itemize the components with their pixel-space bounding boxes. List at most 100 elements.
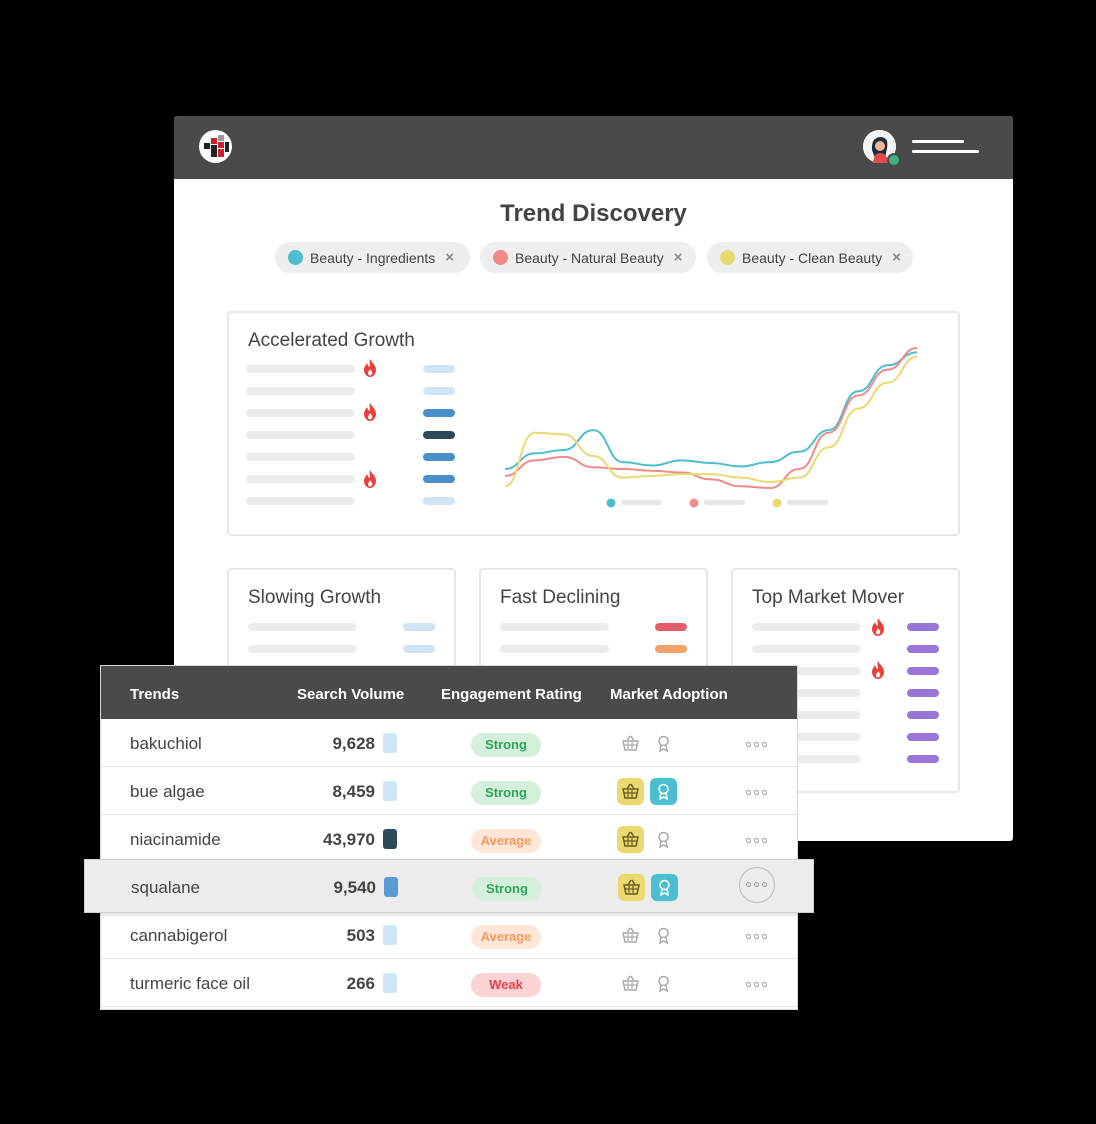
- more-dots-icon[interactable]: [746, 838, 768, 844]
- volume-indicator: [383, 733, 397, 753]
- search-volume-value: 9,628: [332, 734, 375, 753]
- legend-label-placeholder: [787, 500, 828, 505]
- placeholder-bar: [246, 365, 355, 373]
- close-icon[interactable]: ×: [445, 249, 455, 266]
- placeholder-bar: [246, 475, 355, 483]
- basket-icon[interactable]: [617, 826, 644, 853]
- more-dots-icon[interactable]: [746, 982, 768, 988]
- filter-color-dot: [288, 250, 303, 265]
- table-row[interactable]: turmeric face oil 266 Weak: [101, 959, 797, 1007]
- volume-indicator: [384, 877, 398, 897]
- placeholder-bar: [752, 645, 861, 653]
- trend-name[interactable]: niacinamide: [130, 830, 221, 849]
- indicator-bar: [423, 409, 455, 417]
- table-header: Trends Search Volume Engagement Rating M…: [101, 666, 797, 719]
- indicator-bar: [907, 623, 939, 631]
- legend-label-placeholder: [621, 500, 662, 505]
- series-line-0: [504, 351, 918, 470]
- award-icon[interactable]: [650, 826, 677, 853]
- trend-line-chart[interactable]: [501, 338, 931, 513]
- placeholder-bar: [248, 645, 357, 653]
- more-options-button[interactable]: [739, 867, 775, 903]
- flame-icon: [364, 359, 376, 377]
- placeholder-bar: [752, 755, 861, 763]
- basket-icon[interactable]: [617, 970, 644, 997]
- search-volume-value: 8,459: [332, 782, 375, 801]
- basket-icon[interactable]: [617, 730, 644, 757]
- basket-icon[interactable]: [617, 922, 644, 949]
- search-volume-value: 503: [346, 926, 375, 945]
- table-row[interactable]: bue algae 8,459 Strong: [101, 767, 797, 815]
- indicator-bar: [907, 689, 939, 697]
- trend-name[interactable]: bue algae: [130, 782, 205, 801]
- engagement-rating-badge: Strong: [471, 781, 541, 805]
- indicator-bar: [423, 365, 455, 373]
- online-status-dot: [887, 153, 901, 167]
- card-title: Fast Declining: [500, 587, 621, 608]
- indicator-bar: [423, 497, 455, 505]
- more-dots-icon[interactable]: [746, 742, 768, 748]
- placeholder-bar: [752, 711, 861, 719]
- table-row[interactable]: niacinamide 43,970 Average: [101, 815, 797, 863]
- placeholder-bar: [246, 431, 355, 439]
- table-row[interactable]: squalane 9,540 Strong: [84, 859, 814, 913]
- column-header-market-adoption[interactable]: Market Adoption: [610, 686, 728, 703]
- filter-chip-clean-beauty[interactable]: Beauty - Clean Beauty ×: [707, 242, 913, 273]
- indicator-bar: [423, 453, 455, 461]
- filter-chip-natural-beauty[interactable]: Beauty - Natural Beauty ×: [480, 242, 696, 273]
- filter-chip-ingredients[interactable]: Beauty - Ingredients ×: [275, 242, 470, 273]
- accelerated-growth-card[interactable]: Accelerated Growth: [227, 311, 960, 536]
- trend-name[interactable]: bakuchiol: [130, 734, 202, 753]
- filter-chip-label: Beauty - Ingredients: [310, 249, 436, 266]
- more-dots-icon[interactable]: [746, 790, 768, 796]
- close-icon[interactable]: ×: [673, 249, 683, 266]
- award-icon[interactable]: [650, 922, 677, 949]
- basket-icon[interactable]: [618, 874, 645, 901]
- trend-name[interactable]: cannabigerol: [130, 926, 228, 945]
- award-icon[interactable]: [651, 874, 678, 901]
- trends-table: Trends Search Volume Engagement Rating M…: [84, 665, 814, 1010]
- more-dots-icon: [746, 882, 768, 888]
- legend-label-placeholder: [704, 500, 745, 505]
- card-title: Slowing Growth: [248, 587, 382, 608]
- placeholder-bar: [248, 623, 357, 631]
- flame-icon: [364, 403, 376, 421]
- trend-name[interactable]: squalane: [131, 878, 201, 897]
- flame-icon: [364, 470, 376, 488]
- close-icon[interactable]: ×: [892, 249, 901, 266]
- user-avatar-icon[interactable]: [863, 130, 901, 167]
- search-volume-value: 43,970: [323, 830, 375, 849]
- indicator-bar: [907, 711, 939, 719]
- volume-indicator: [383, 973, 397, 993]
- engagement-rating-badge: Strong: [472, 877, 542, 901]
- basket-icon[interactable]: [617, 778, 644, 805]
- indicator-bar: [907, 667, 939, 675]
- table-row[interactable]: bakuchiol 9,628 Strong: [101, 719, 797, 767]
- column-header-trends[interactable]: Trends: [130, 686, 180, 703]
- engagement-rating-badge: Average: [471, 829, 541, 853]
- page-title: Trend Discovery: [500, 200, 687, 227]
- award-icon[interactable]: [650, 730, 677, 757]
- search-volume-value: 9,540: [333, 878, 376, 897]
- placeholder-bar: [246, 387, 355, 395]
- engagement-rating-badge: Average: [471, 925, 541, 949]
- engagement-rating-badge: Strong: [471, 733, 541, 757]
- column-header-engagement-rating[interactable]: Engagement Rating: [441, 686, 582, 703]
- card-title: Accelerated Growth: [248, 330, 415, 351]
- card-title: Top Market Mover: [752, 587, 905, 608]
- menu-lines-icon[interactable]: [912, 137, 979, 157]
- column-header-search-volume[interactable]: Search Volume: [297, 686, 405, 703]
- placeholder-bar: [500, 623, 609, 631]
- award-icon[interactable]: [650, 778, 677, 805]
- indicator-bar: [403, 623, 435, 631]
- trend-name[interactable]: turmeric face oil: [130, 974, 250, 993]
- app-logo-icon[interactable]: [199, 130, 232, 163]
- placeholder-bar: [752, 733, 861, 741]
- indicator-bar: [655, 645, 687, 653]
- award-icon[interactable]: [650, 970, 677, 997]
- table-row[interactable]: cannabigerol 503 Average: [101, 911, 797, 959]
- more-dots-icon[interactable]: [746, 934, 768, 940]
- placeholder-bar: [246, 409, 355, 417]
- indicator-bar: [403, 645, 435, 653]
- indicator-bar: [423, 387, 455, 395]
